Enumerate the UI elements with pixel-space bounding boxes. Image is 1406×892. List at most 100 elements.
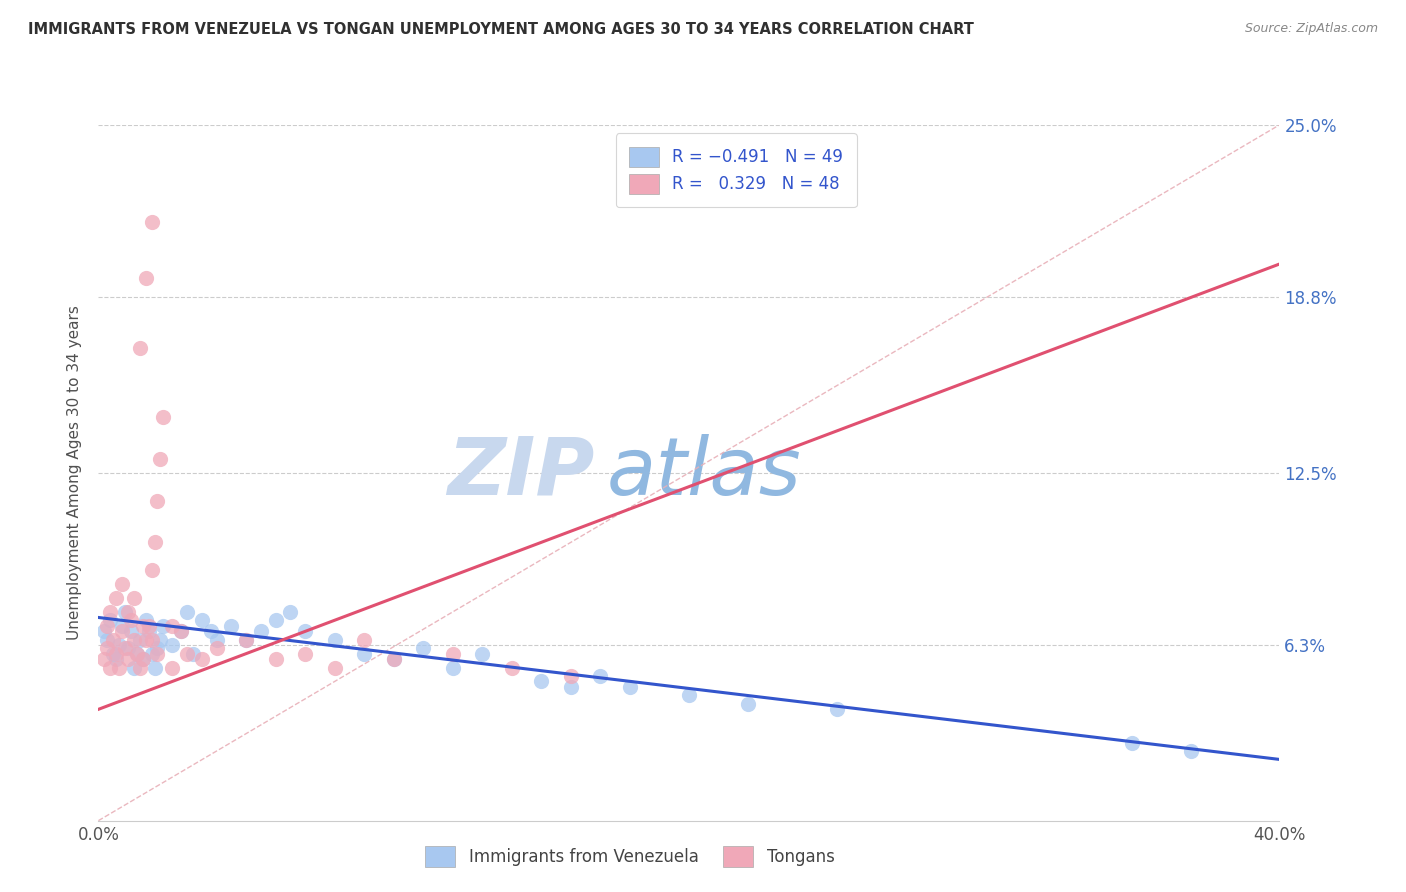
Point [114, 605, 136, 619]
Point [294, 624, 316, 639]
Point [125, 647, 148, 661]
Point [560, 669, 582, 683]
Point [170, 624, 193, 639]
Text: Source: ZipAtlas.com: Source: ZipAtlas.com [1244, 22, 1378, 36]
Text: ZIP: ZIP [447, 434, 595, 512]
Point [143, 660, 166, 674]
Point [146, 493, 169, 508]
Point [108, 660, 131, 674]
Point [122, 591, 145, 605]
Point [501, 660, 523, 674]
Point [353, 632, 375, 647]
Point [114, 641, 136, 656]
Point [111, 577, 134, 591]
Point [278, 605, 302, 619]
Point [135, 271, 157, 285]
Point [98, 660, 121, 674]
Point [737, 697, 759, 711]
Point [138, 619, 160, 633]
Point [125, 647, 148, 661]
Point [191, 652, 214, 666]
Point [96, 641, 118, 656]
Point [128, 660, 150, 674]
Point [117, 641, 139, 656]
Point [111, 624, 134, 639]
Point [149, 632, 172, 647]
Point [96, 619, 118, 633]
Point [132, 619, 155, 633]
Point [146, 647, 169, 661]
Point [235, 632, 257, 647]
Point [93, 652, 115, 666]
Point [141, 215, 163, 229]
Point [111, 619, 134, 633]
Point [412, 641, 434, 656]
Point [120, 613, 142, 627]
Point [141, 563, 163, 577]
Point [382, 652, 405, 666]
Point [141, 647, 163, 661]
Point [181, 647, 204, 661]
Point [132, 652, 155, 666]
Point [128, 341, 150, 355]
Point [117, 652, 139, 666]
Y-axis label: Unemployment Among Ages 30 to 34 years: Unemployment Among Ages 30 to 34 years [67, 305, 83, 640]
Point [98, 605, 121, 619]
Point [162, 660, 183, 674]
Point [250, 624, 273, 639]
Point [191, 613, 214, 627]
Point [162, 619, 183, 633]
Point [135, 632, 157, 647]
Point [441, 647, 464, 661]
Point [117, 605, 139, 619]
Text: IMMIGRANTS FROM VENEZUELA VS TONGAN UNEMPLOYMENT AMONG AGES 30 TO 34 YEARS CORRE: IMMIGRANTS FROM VENEZUELA VS TONGAN UNEM… [28, 22, 974, 37]
Point [353, 647, 375, 661]
Point [323, 632, 346, 647]
Point [264, 652, 287, 666]
Point [120, 624, 142, 639]
Point [162, 638, 183, 652]
Point [96, 632, 118, 647]
Point [146, 641, 169, 656]
Point [825, 702, 848, 716]
Point [122, 660, 145, 674]
Point [122, 632, 145, 647]
Point [441, 660, 464, 674]
Point [235, 632, 257, 647]
Text: atlas: atlas [606, 434, 801, 512]
Point [382, 652, 405, 666]
Point [98, 613, 121, 627]
Point [589, 669, 612, 683]
Point [170, 624, 193, 639]
Point [108, 638, 131, 652]
Point [205, 632, 228, 647]
Point [560, 680, 582, 694]
Legend: Immigrants from Venezuela, Tongans: Immigrants from Venezuela, Tongans [416, 838, 844, 875]
Point [530, 674, 553, 689]
Point [678, 689, 700, 703]
Point [103, 647, 125, 661]
Point [200, 624, 222, 639]
Point [135, 613, 157, 627]
Point [105, 591, 128, 605]
Point [471, 647, 494, 661]
Point [176, 647, 198, 661]
Point [149, 451, 172, 466]
Point [205, 641, 228, 656]
Point [619, 680, 641, 694]
Point [1180, 744, 1202, 758]
Point [1121, 736, 1143, 750]
Point [143, 535, 166, 549]
Point [219, 619, 242, 633]
Point [176, 605, 198, 619]
Point [132, 652, 155, 666]
Point [105, 647, 128, 661]
Point [103, 632, 125, 647]
Point [323, 660, 346, 674]
Point [264, 613, 287, 627]
Point [128, 632, 150, 647]
Point [152, 619, 174, 633]
Point [141, 632, 163, 647]
Point [93, 624, 115, 639]
Point [105, 652, 128, 666]
